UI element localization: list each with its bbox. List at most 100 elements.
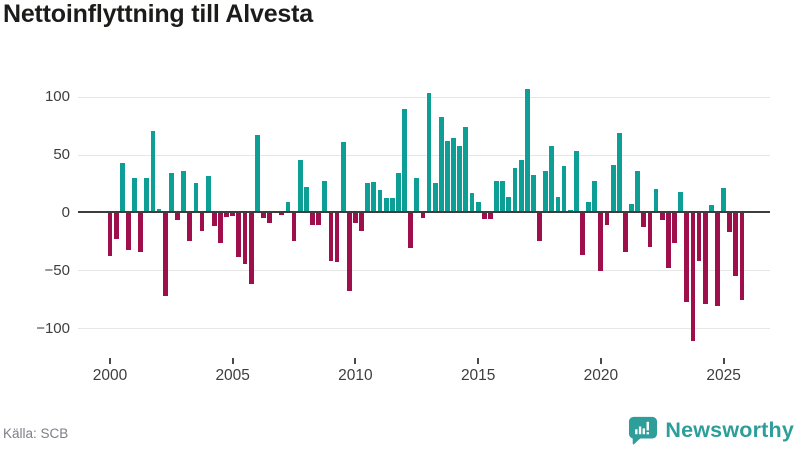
bar — [156, 208, 162, 213]
bar — [353, 212, 358, 223]
bar — [248, 212, 254, 284]
bar — [635, 170, 641, 213]
bar — [322, 181, 328, 213]
bar — [377, 190, 383, 213]
bar — [359, 212, 364, 231]
bar — [445, 140, 450, 213]
bar — [457, 146, 463, 213]
bar — [150, 131, 156, 213]
gridline — [78, 270, 770, 272]
bar — [242, 212, 248, 265]
bar — [555, 197, 561, 213]
bar — [383, 198, 389, 213]
bar — [181, 170, 187, 213]
chart-title: Nettoinflyttning till Alvesta — [3, 0, 313, 28]
bar — [310, 212, 315, 225]
bar — [598, 212, 604, 272]
bar — [432, 183, 438, 213]
bar — [144, 177, 150, 213]
bar — [316, 212, 322, 225]
y-axis-label: −50 — [44, 261, 70, 279]
bar — [549, 146, 555, 213]
bar — [119, 162, 125, 213]
x-axis-label: 2015 — [460, 367, 496, 384]
bar — [580, 212, 585, 256]
source-label: Källa: SCB — [3, 426, 69, 441]
gridline — [78, 96, 770, 98]
bar — [303, 186, 309, 213]
bar — [199, 212, 205, 231]
bar — [138, 212, 144, 252]
bar — [629, 204, 634, 213]
bar — [420, 212, 426, 219]
bar — [708, 205, 714, 213]
x-tick — [722, 358, 725, 364]
bar — [236, 212, 242, 258]
bar — [205, 176, 211, 213]
bar — [107, 212, 113, 257]
bar — [438, 117, 444, 213]
bar — [739, 212, 745, 301]
gridline — [78, 328, 770, 329]
bar — [567, 210, 573, 213]
bar — [592, 181, 598, 213]
bar — [475, 201, 481, 213]
bar — [261, 212, 266, 219]
y-axis-label: 100 — [44, 88, 70, 106]
bar — [175, 212, 180, 221]
bar — [408, 212, 414, 249]
bar — [168, 173, 174, 213]
bar — [340, 141, 346, 213]
bar — [506, 197, 512, 213]
bar — [211, 212, 217, 227]
bar — [641, 212, 647, 228]
bar — [389, 198, 395, 213]
bar — [616, 132, 622, 213]
x-axis-label: 2010 — [338, 367, 373, 384]
newsworthy-bubble-chart-icon — [628, 416, 658, 445]
bar — [696, 212, 702, 261]
bar — [395, 173, 401, 213]
bar — [132, 177, 137, 213]
zero-axis-line — [78, 211, 770, 214]
y-axis-label: −100 — [36, 319, 70, 337]
bar — [623, 212, 628, 252]
bar — [328, 212, 334, 261]
bar — [512, 168, 518, 213]
bar — [543, 170, 549, 213]
gridline — [78, 154, 770, 156]
bar — [297, 160, 303, 213]
bar — [561, 166, 567, 213]
bar — [715, 212, 720, 306]
bar — [414, 177, 420, 213]
bar — [537, 212, 542, 242]
y-axis-label: 0 — [61, 203, 70, 221]
bar — [193, 183, 199, 213]
y-axis-label: 50 — [53, 146, 70, 163]
x-tick — [109, 358, 111, 364]
bar — [451, 138, 457, 213]
x-axis-label: 2005 — [215, 367, 250, 384]
bar — [494, 181, 499, 213]
x-axis-label: 2020 — [583, 367, 619, 384]
x-tick — [354, 358, 357, 364]
bar — [610, 164, 616, 213]
bar — [604, 212, 610, 225]
x-tick — [231, 358, 234, 364]
bar — [488, 212, 493, 220]
bar — [500, 181, 506, 213]
bar — [530, 175, 536, 213]
bar — [402, 109, 407, 213]
bar — [254, 134, 260, 213]
x-axis-label: 2000 — [92, 367, 128, 384]
bar — [469, 192, 475, 213]
bar — [346, 212, 352, 291]
bar — [702, 212, 708, 304]
bar — [647, 212, 653, 247]
bar — [126, 212, 131, 251]
bar — [365, 183, 371, 213]
newsworthy-logo: Newsworthy — [628, 416, 794, 445]
bar — [463, 126, 469, 213]
